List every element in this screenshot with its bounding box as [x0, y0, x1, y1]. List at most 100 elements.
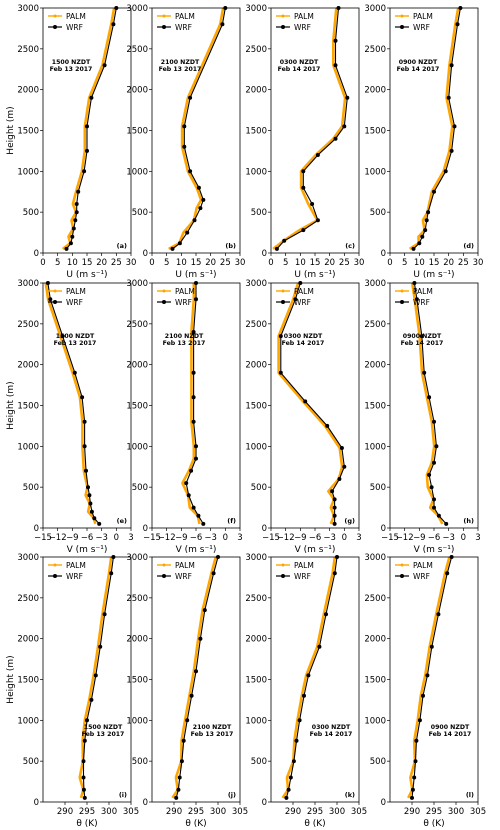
legend-wrf-marker [162, 574, 166, 578]
x-tick-label: 300 [210, 807, 226, 817]
panel-u-0: 0 5 10 15 20 25 30U (m s⁻¹)0500100015002000250… [6, 4, 136, 280]
legend-palm-label: PALM [66, 287, 86, 296]
wrf-point [189, 468, 194, 473]
legend-palm-label: PALM [294, 12, 314, 21]
wrf-point [191, 419, 196, 424]
legend-palm-marker [53, 563, 57, 567]
y-tick-label: 2000 [245, 635, 267, 645]
palm-series-line [272, 8, 347, 250]
panel-annotation-date: Feb 14 2017 [282, 340, 325, 347]
y-tick-label: 3000 [245, 4, 267, 14]
legend-wrf-label: WRF [413, 298, 430, 307]
y-tick-label: 0 [381, 798, 386, 808]
y-tick-label: 3000 [245, 279, 267, 289]
y-tick-label: 1000 [245, 167, 267, 177]
panel-label: (j) [228, 791, 236, 799]
wrf-point [170, 246, 175, 251]
panel-annotation-date: Feb 14 2017 [429, 731, 472, 738]
legend-palm-label: PALM [294, 561, 314, 570]
y-tick-label: 0 [34, 798, 39, 808]
y-tick-label: 0 [381, 524, 386, 534]
wrf-point [202, 608, 207, 613]
wrf-point [306, 673, 311, 678]
wrf-point [81, 759, 86, 764]
x-tick-label: 0 [149, 258, 154, 268]
wrf-point [342, 464, 347, 469]
x-axis-label: V (m s⁻¹) [295, 545, 336, 555]
x-tick-label: 15 [191, 258, 202, 268]
x-tick-label: −15 [381, 533, 399, 543]
y-tick-label: 2000 [126, 361, 148, 371]
panel-annotation-date: Feb 14 2017 [278, 66, 321, 73]
wrf-point [333, 136, 338, 141]
y-tick-label: 500 [251, 757, 267, 767]
wrf-point [82, 444, 87, 449]
y-tick-label: 2500 [126, 594, 148, 604]
wrf-point [282, 238, 287, 243]
wrf-point [427, 395, 432, 400]
wrf-point [82, 169, 87, 174]
wrf-point [186, 493, 191, 498]
axes-frame [42, 556, 132, 803]
panel-annotation-date: Feb 13 2017 [191, 731, 234, 738]
axes-frame [270, 556, 360, 803]
wrf-point [420, 234, 425, 239]
wrf-point [436, 513, 441, 518]
legend-wrf-label: WRF [294, 298, 311, 307]
x-tick-label: 295 [188, 807, 204, 817]
palm-series-line [61, 8, 116, 250]
panel-v-0: −15−12 −9 −6 −3 0 3V (m s⁻¹)05001000150020002… [6, 279, 134, 555]
x-tick-label: 20 [96, 258, 107, 268]
wrf-point [333, 38, 338, 43]
wrf-point [82, 795, 87, 800]
y-tick-label: 2000 [17, 635, 39, 645]
x-tick-label: 20 [324, 258, 335, 268]
legend-wrf-marker [281, 574, 285, 578]
wrf-point [102, 612, 107, 617]
x-tick-label: 20 [443, 258, 454, 268]
legend-wrf-label: WRF [413, 572, 430, 581]
wrf-point [176, 787, 181, 792]
wrf-point [194, 456, 198, 461]
y-tick-label: 1000 [245, 442, 267, 452]
x-tick-label: 15 [82, 258, 93, 268]
wrf-point [432, 419, 436, 424]
wrf-point [81, 787, 86, 792]
x-tick-label: −15 [262, 533, 280, 543]
y-tick-label: 1000 [126, 716, 148, 726]
y-tick-label: 2500 [126, 45, 148, 55]
wrf-point [284, 795, 289, 800]
y-tick-label: 1500 [245, 127, 267, 137]
y-tick-label: 500 [132, 757, 148, 767]
wrf-series-line [411, 557, 453, 798]
x-tick-label: 5 [164, 258, 169, 268]
legend-wrf-label: WRF [175, 23, 192, 32]
x-axis-label: θ (K) [423, 819, 444, 829]
legend-palm-label: PALM [175, 12, 195, 21]
legend-wrf-label: WRF [66, 23, 83, 32]
wrf-point [211, 571, 216, 576]
x-tick-label: −6 [81, 533, 94, 543]
wrf-point [188, 169, 193, 174]
x-axis-label: U (m s⁻¹) [66, 270, 107, 280]
panel-annotation-time: 0900 NZDT [403, 333, 442, 340]
y-tick-label: 1500 [245, 676, 267, 686]
wrf-point [414, 738, 419, 743]
legend-palm-marker [281, 14, 285, 18]
y-tick-label: 500 [251, 208, 267, 218]
x-tick-label: −3 [442, 533, 455, 543]
wrf-point [85, 148, 89, 153]
x-tick-label: 0 [223, 533, 228, 543]
y-tick-label: 3000 [126, 279, 148, 289]
y-tick-label: 3000 [245, 553, 267, 563]
legend-wrf-marker [400, 574, 404, 578]
wrf-point [411, 246, 416, 251]
x-tick-label: 10 [414, 258, 425, 268]
legend-wrf-marker [53, 574, 57, 578]
y-axis-label: Height (m) [6, 106, 16, 154]
wrf-point [413, 759, 418, 764]
y-tick-label: 2000 [364, 361, 386, 371]
legend-palm-marker [162, 289, 166, 293]
x-tick-label: 3 [237, 533, 242, 543]
x-tick-label: −9 [66, 533, 79, 543]
